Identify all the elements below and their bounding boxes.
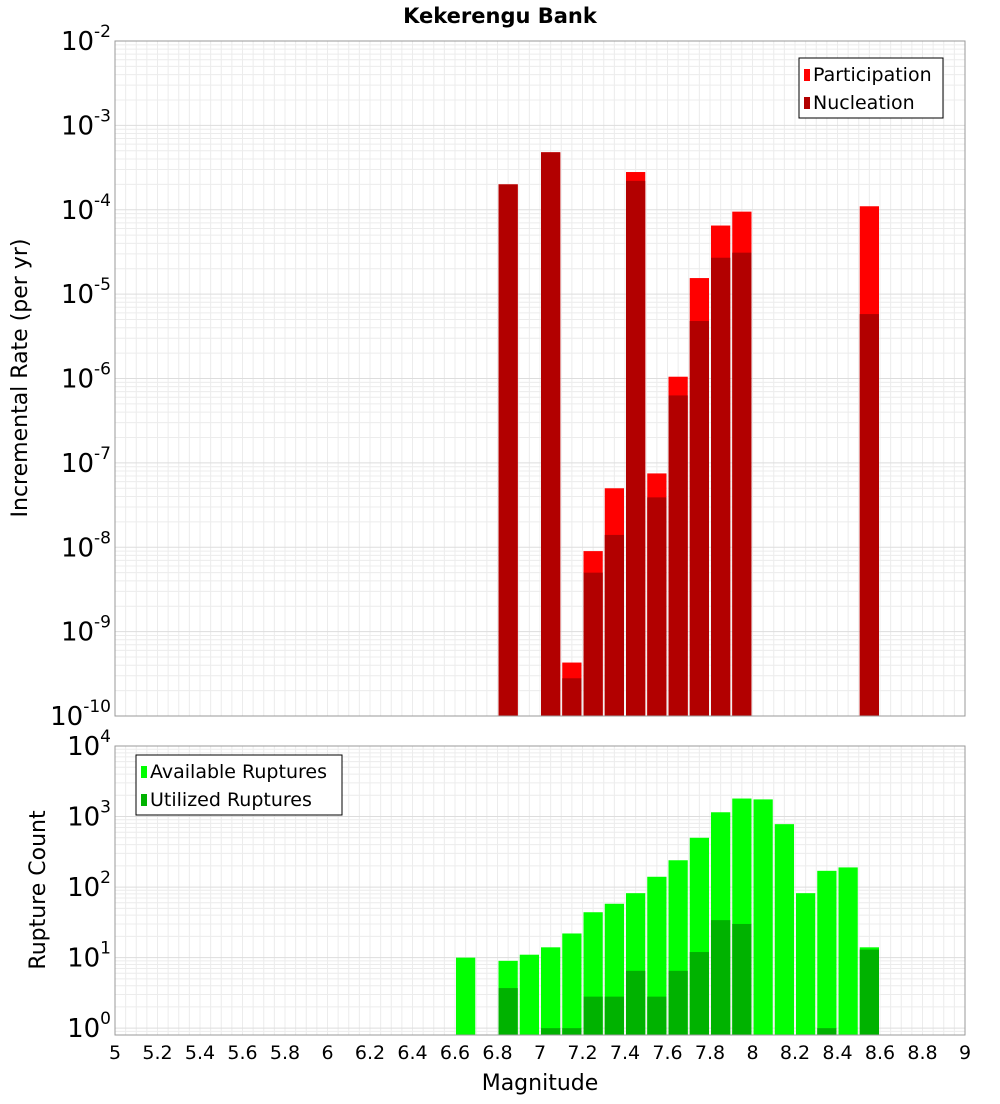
y-tick-label: 10-6 bbox=[61, 360, 111, 395]
y-tick-label: 10-3 bbox=[61, 106, 111, 141]
plot-border bbox=[114, 745, 966, 1036]
bar-secondary bbox=[647, 996, 667, 1035]
y-tick-label: 10-2 bbox=[61, 22, 111, 57]
y-tick-label: 10-7 bbox=[61, 444, 111, 479]
x-tick-label: 7.6 bbox=[652, 1042, 682, 1064]
x-tick-label: 6.4 bbox=[397, 1042, 427, 1064]
bar-secondary bbox=[626, 180, 646, 716]
x-tick-label: 6.8 bbox=[482, 1042, 512, 1064]
bar-secondary bbox=[604, 534, 624, 716]
y-tick-labels: 100 101 102 103 104 bbox=[67, 727, 111, 1044]
x-tick-label: 5.6 bbox=[227, 1042, 257, 1064]
x-tick-label: 7.2 bbox=[567, 1042, 597, 1064]
bar-primary bbox=[796, 893, 816, 1035]
bar-secondary bbox=[583, 996, 603, 1035]
legend-label: Participation bbox=[813, 64, 932, 86]
bar-secondary bbox=[626, 970, 646, 1035]
x-tick-label: 8.4 bbox=[822, 1042, 852, 1064]
x-axis-label: Magnitude bbox=[482, 1071, 599, 1096]
bar-secondary bbox=[541, 1028, 561, 1035]
bar-secondary bbox=[859, 949, 879, 1035]
count-plot: 100 101 102 103 104 5 5.2 5.4 5.6 5.8 6 6.2 6.4 6.6 6.… bbox=[67, 727, 971, 1064]
bar-primary bbox=[562, 933, 582, 1035]
plot-border bbox=[114, 40, 966, 717]
x-tick-label: 5.8 bbox=[270, 1042, 300, 1064]
x-tick-label: 6.2 bbox=[355, 1042, 385, 1064]
bar-secondary bbox=[562, 678, 582, 716]
bar-secondary bbox=[498, 988, 518, 1035]
y-tick-label: 10-5 bbox=[61, 275, 111, 310]
x-tick-label: 8.2 bbox=[780, 1042, 810, 1064]
y-tick-label: 102 bbox=[67, 868, 111, 903]
bar-primary bbox=[456, 957, 476, 1035]
x-tick-labels: 5 5.2 5.4 5.6 5.8 6 6.2 6.4 6.6 6.8 7 7.2 7.4 7.6 7.8 8… bbox=[109, 1042, 971, 1064]
bar-primary bbox=[838, 867, 858, 1035]
bar-secondary bbox=[562, 1028, 582, 1035]
bar-secondary bbox=[604, 996, 624, 1035]
legend-swatch bbox=[804, 97, 810, 109]
bars bbox=[498, 152, 879, 717]
legend: Participation Nucleation bbox=[798, 57, 944, 119]
x-tick-label: 5.2 bbox=[142, 1042, 172, 1064]
legend-swatch bbox=[141, 794, 147, 806]
bar-primary bbox=[753, 799, 773, 1035]
bar-secondary bbox=[668, 970, 688, 1035]
y-tick-labels: 10-10 10-9 10-8 10-7 10-6 10-5 10-4 10-3 10-2 bbox=[50, 22, 111, 732]
x-tick-label: 5.4 bbox=[185, 1042, 215, 1064]
legend-box bbox=[798, 57, 944, 119]
legend-label: Nucleation bbox=[813, 92, 915, 114]
bar-secondary bbox=[689, 321, 709, 716]
bar-primary bbox=[647, 876, 667, 1035]
bar-secondary bbox=[541, 152, 561, 716]
rate-plot: 10-10 10-9 10-8 10-7 10-6 10-5 10-4 10-3 10-2 Par… bbox=[50, 22, 966, 732]
x-tick-label: 7 bbox=[534, 1042, 546, 1064]
bar-secondary bbox=[689, 952, 709, 1035]
bar-secondary bbox=[859, 314, 879, 716]
bar-secondary bbox=[817, 1028, 837, 1035]
y-tick-label: 10-8 bbox=[61, 528, 111, 563]
bar-primary bbox=[541, 947, 561, 1035]
x-tick-label: 7.8 bbox=[695, 1042, 725, 1064]
bar-primary bbox=[817, 870, 837, 1035]
legend-label: Utilized Ruptures bbox=[150, 789, 312, 811]
legend: Available Ruptures Utilized Ruptures bbox=[135, 754, 343, 816]
bar-secondary bbox=[647, 497, 667, 716]
bar-secondary bbox=[498, 184, 518, 717]
y-tick-label: 100 bbox=[67, 1009, 111, 1044]
y-tick-label: 103 bbox=[67, 798, 111, 833]
x-tick-label: 6 bbox=[321, 1042, 333, 1064]
bar-secondary bbox=[732, 252, 752, 716]
y-tick-label: 10-10 bbox=[50, 697, 111, 732]
chart-title: Kekerengu Bank bbox=[403, 4, 598, 28]
y-tick-label: 10-9 bbox=[61, 613, 111, 648]
bar-secondary bbox=[668, 395, 688, 716]
bars bbox=[456, 798, 879, 1035]
x-tick-label: 8 bbox=[746, 1042, 758, 1064]
legend-swatch bbox=[804, 69, 810, 81]
legend-box bbox=[135, 754, 343, 816]
x-tick-label: 9 bbox=[959, 1042, 971, 1064]
legend-label: Available Ruptures bbox=[150, 761, 327, 783]
bar-primary bbox=[774, 824, 794, 1035]
top-y-axis-label: Incremental Rate (per yr) bbox=[8, 239, 33, 518]
legend-swatch bbox=[141, 766, 147, 778]
y-tick-label: 104 bbox=[67, 727, 111, 762]
x-tick-label: 8.6 bbox=[865, 1042, 895, 1064]
y-tick-label: 10-4 bbox=[61, 191, 111, 226]
bar-secondary bbox=[711, 257, 731, 716]
bar-primary bbox=[519, 954, 539, 1035]
bottom-y-axis-label: Rupture Count bbox=[26, 810, 51, 970]
bar-secondary bbox=[732, 923, 752, 1035]
x-tick-label: 5 bbox=[109, 1042, 121, 1064]
bar-secondary bbox=[583, 572, 603, 716]
x-tick-label: 7.4 bbox=[610, 1042, 640, 1064]
x-tick-label: 8.8 bbox=[907, 1042, 937, 1064]
grid bbox=[114, 40, 966, 717]
y-tick-label: 101 bbox=[67, 939, 111, 974]
bar-secondary bbox=[711, 920, 731, 1035]
x-tick-label: 6.6 bbox=[440, 1042, 470, 1064]
